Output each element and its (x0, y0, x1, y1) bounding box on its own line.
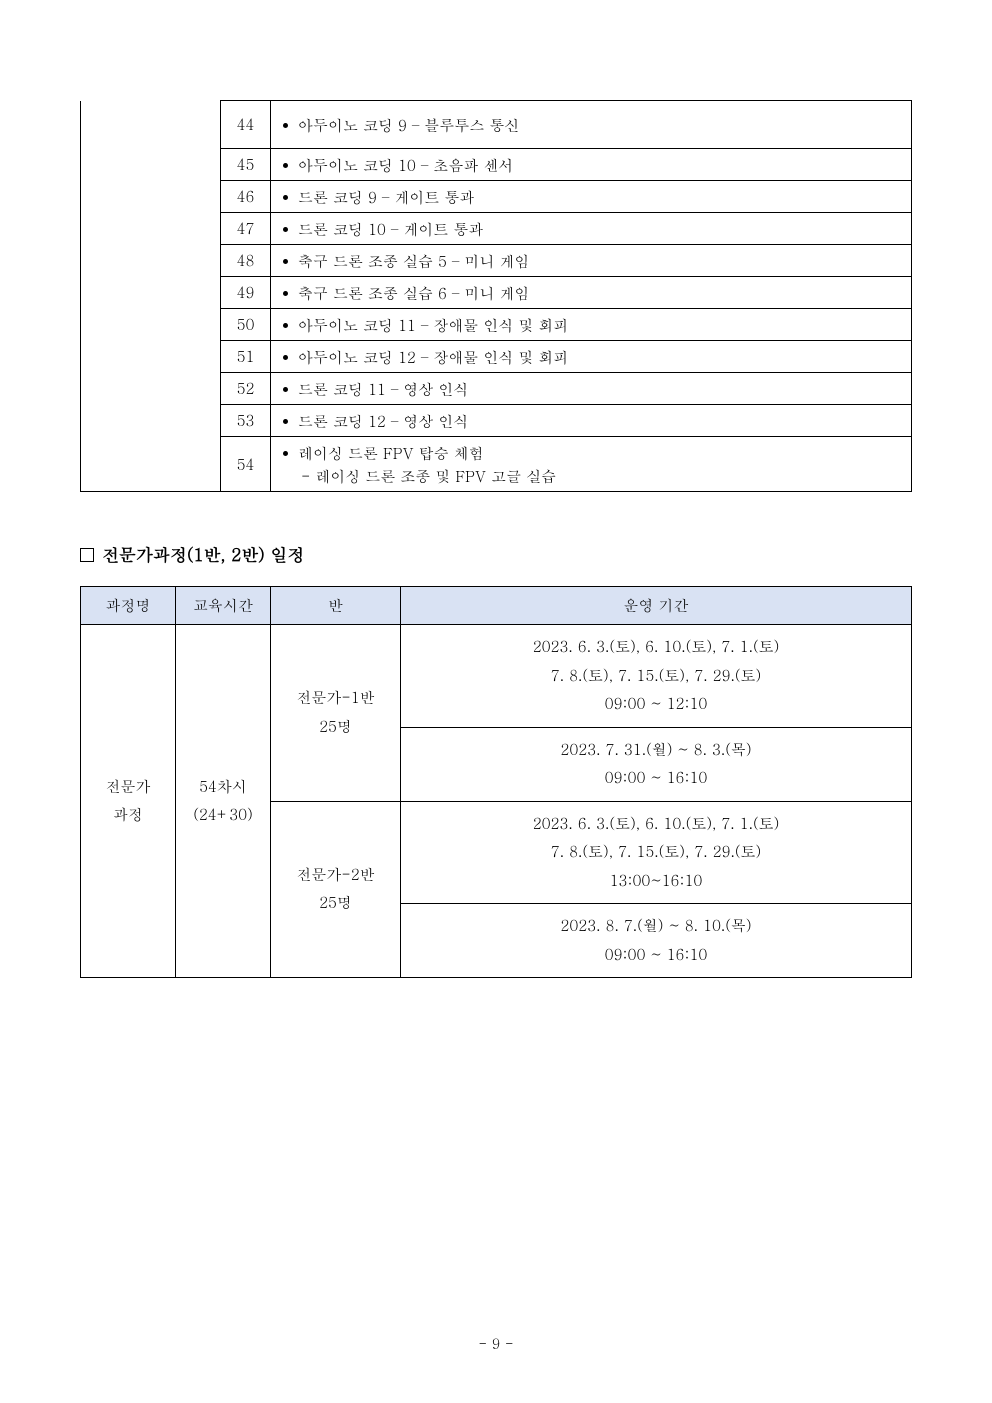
content-text: 아두이노 코딩 12 – 장애물 인식 및 회피 (298, 347, 568, 368)
row-number: 54 (221, 437, 271, 492)
schedule-table: 과정명 교육시간 반 운영 기간 전문가 과정 54차시 (24+30) 전문가… (80, 586, 912, 978)
row-content: 레이싱 드론 FPV 탑승 체험- 레이싱 드론 조종 및 FPV 고글 실습 (271, 437, 912, 492)
table-row: 전문가 과정 54차시 (24+30) 전문가-1반 25명 2023. 6. … (81, 625, 912, 728)
content-text: 드론 코딩 10 – 게이트 통과 (298, 219, 483, 240)
content-text: 드론 코딩 11 – 영상 인식 (298, 379, 468, 400)
schedule-header-col4: 운영 기간 (401, 587, 912, 625)
row-content: 드론 코딩 11 – 영상 인식 (271, 373, 912, 405)
curriculum-table: 44 아두이노 코딩 9 – 블루투스 통신 45 아두이노 코딩 10 – 초음파 … (80, 100, 912, 492)
section-title-text: 전문가과정(1반, 2반) 일정 (102, 542, 304, 566)
bullet-icon (283, 123, 288, 128)
bullet-icon (283, 259, 288, 264)
content-subtext: - 레이싱 드론 조종 및 FPV 고글 실습 (283, 466, 903, 487)
box-icon (80, 548, 94, 562)
row-number: 47 (221, 213, 271, 245)
schedule-header-col2: 교육시간 (176, 587, 271, 625)
content-text: 축구 드론 조종 실습 5 – 미니 게임 (298, 251, 529, 272)
bullet-icon (283, 323, 288, 328)
bullet-icon (283, 163, 288, 168)
class2-cell: 전문가-2반 25명 (271, 801, 401, 978)
content-text: 축구 드론 조종 실습 6 – 미니 게임 (298, 283, 529, 304)
content-text: 드론 코딩 12 – 영상 인식 (298, 411, 468, 432)
row-content: 축구 드론 조종 실습 5 – 미니 게임 (271, 245, 912, 277)
row-number: 48 (221, 245, 271, 277)
content-text: 아두이노 코딩 9 – 블루투스 통신 (298, 115, 519, 136)
schedule-header-row: 과정명 교육시간 반 운영 기간 (81, 587, 912, 625)
hours-cell: 54차시 (24+30) (176, 625, 271, 978)
row-content: 드론 코딩 12 – 영상 인식 (271, 405, 912, 437)
row-content: 드론 코딩 10 – 게이트 통과 (271, 213, 912, 245)
bullet-icon (283, 291, 288, 296)
row-number: 46 (221, 181, 271, 213)
section-title: 전문가과정(1반, 2반) 일정 (80, 542, 912, 566)
bullet-icon (283, 227, 288, 232)
row-number: 45 (221, 149, 271, 181)
row-content: 아두이노 코딩 9 – 블루투스 통신 (271, 101, 912, 149)
row-number: 50 (221, 309, 271, 341)
row-number: 52 (221, 373, 271, 405)
content-text: 레이싱 드론 FPV 탑승 체험 (298, 443, 484, 464)
row-content: 아두이노 코딩 10 – 초음파 센서 (271, 149, 912, 181)
schedule-header-col3: 반 (271, 587, 401, 625)
row-number: 44 (221, 101, 271, 149)
content-text: 드론 코딩 9 – 게이트 통과 (298, 187, 474, 208)
row-content: 축구 드론 조종 실습 6 – 미니 게임 (271, 277, 912, 309)
row-number: 49 (221, 277, 271, 309)
class2-period1: 2023. 6. 3.(토), 6. 10.(토), 7. 1.(토) 7. 8… (401, 801, 912, 904)
content-text: 아두이노 코딩 10 – 초음파 센서 (298, 155, 513, 176)
row-number: 51 (221, 341, 271, 373)
bullet-icon (283, 451, 288, 456)
class1-cell: 전문가-1반 25명 (271, 625, 401, 802)
schedule-header-col1: 과정명 (81, 587, 176, 625)
left-spacer-cell (81, 101, 221, 492)
row-content: 아두이노 코딩 12 – 장애물 인식 및 회피 (271, 341, 912, 373)
bullet-icon (283, 419, 288, 424)
row-number: 53 (221, 405, 271, 437)
page-number: - 9 - (0, 1333, 992, 1353)
class1-period1: 2023. 6. 3.(토), 6. 10.(토), 7. 1.(토) 7. 8… (401, 625, 912, 728)
bullet-icon (283, 355, 288, 360)
table-row: 44 아두이노 코딩 9 – 블루투스 통신 (81, 101, 912, 149)
class2-period2: 2023. 8. 7.(월) ~ 8. 10.(목) 09:00 ~ 16:10 (401, 904, 912, 978)
course-name-cell: 전문가 과정 (81, 625, 176, 978)
bullet-icon (283, 195, 288, 200)
row-content: 아두이노 코딩 11 – 장애물 인식 및 회피 (271, 309, 912, 341)
class1-period2: 2023. 7. 31.(월) ~ 8. 3.(목) 09:00 ~ 16:10 (401, 727, 912, 801)
bullet-icon (283, 387, 288, 392)
row-content: 드론 코딩 9 – 게이트 통과 (271, 181, 912, 213)
content-text: 아두이노 코딩 11 – 장애물 인식 및 회피 (298, 315, 568, 336)
